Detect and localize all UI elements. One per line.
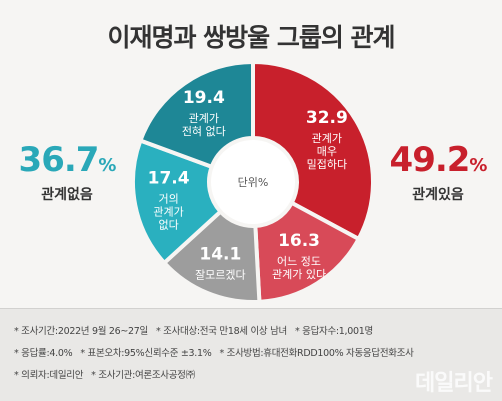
note-item: * 조사대상:전국 만18세 이상 남녀 [155,326,287,337]
slice-value-label: 14.1 [199,245,241,265]
slice-category-label: 밀접하다 [307,157,347,171]
slice-category-label: 전혀 없다 [182,125,226,138]
slice-category-label: 관계가 [189,112,219,125]
no-relation-percent: 36.7% [18,140,117,180]
donut-center [211,140,295,224]
note-item: * 응답자수:1,001명 [294,326,373,337]
relation-percent: 49.2% [389,140,488,180]
slice-category-label: 관계가 [312,132,342,145]
no-relation-summary: 36.7% 관계없음 [12,140,122,204]
slice-value-label: 17.4 [148,168,190,188]
slice-category-label: 없다 [158,218,178,231]
note-item: * 의뢰자:데일리안 [14,370,84,381]
slice-value-label: 32.9 [306,108,348,128]
slice-category-label: 거의 [158,192,178,205]
survey-notes: * 조사기간:2022년 9월 26~27일 * 조사대상:전국 만18세 이상 … [0,308,502,401]
unit-label: 단위% [238,176,269,189]
note-item: * 응답률:4.0% [14,348,73,359]
slice-category-label: 관계가 있다 [272,268,326,281]
slice-category-label: 매우 [317,145,337,158]
pie-slice [137,59,255,170]
brand-logo: 데일리안 [415,370,493,396]
note-item: * 조사기간:2022년 9월 26~27일 [14,326,148,337]
pie-slice [251,59,375,242]
slice-category-label: 어느 정도 [277,255,321,268]
slice-category-label: 관계가 [153,205,183,218]
relation-summary: 49.2% 관계있음 [382,140,494,204]
pie-slice [253,200,362,304]
pie-slice [131,137,224,266]
slice-value-label: 19.4 [183,88,225,108]
relation-label: 관계있음 [412,187,464,203]
slice-category-label: 잘모르겠다 [195,269,246,282]
note-item: * 조사방법:휴대전화RDD100% 자동응답전화조사 [219,348,414,359]
note-item: * 표본오차:95%신뢰수준 ±3.1% [80,348,212,359]
chart-title: 이재명과 쌍방울 그룹의 관계 [107,23,395,52]
notes-row: * 조사기간:2022년 9월 26~27일 * 조사대상:전국 만18세 이상 … [14,323,381,337]
notes-row: * 응답률:4.0% * 표본오차:95%신뢰수준 ±3.1% * 조사방법:휴대전… [14,345,422,359]
note-item: * 조사기관:여론조사공정㈜ [91,370,195,381]
slice-value-label: 16.3 [278,231,320,251]
notes-row: * 의뢰자:데일리안 * 조사기관:여론조사공정㈜ [14,367,203,381]
no-relation-label: 관계없음 [41,187,93,203]
